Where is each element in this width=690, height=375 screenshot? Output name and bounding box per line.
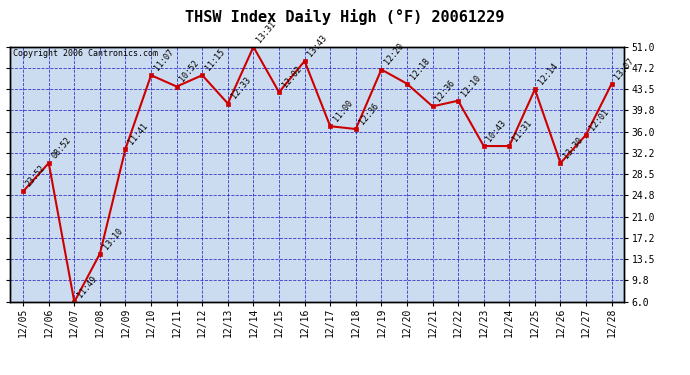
Text: 11:31: 11:31	[511, 118, 533, 143]
Text: 12:18: 12:18	[408, 56, 431, 81]
Text: 12:02: 12:02	[280, 64, 304, 89]
Text: 12:20: 12:20	[383, 42, 406, 67]
Text: 12:36: 12:36	[357, 101, 380, 126]
Text: 11:00: 11:00	[332, 99, 355, 123]
Text: 12:01: 12:01	[587, 107, 611, 132]
Text: 11:49: 11:49	[76, 274, 99, 299]
Text: 13:07: 13:07	[613, 56, 636, 81]
Text: 23:52: 23:52	[25, 164, 48, 189]
Text: THSW Index Daily High (°F) 20061229: THSW Index Daily High (°F) 20061229	[186, 9, 504, 26]
Text: 11:41: 11:41	[127, 121, 150, 146]
Text: 12:10: 12:10	[460, 73, 482, 98]
Text: 11:15: 11:15	[204, 48, 226, 72]
Text: 12:36: 12:36	[434, 79, 457, 104]
Text: 08:52: 08:52	[50, 135, 73, 160]
Text: 13:30: 13:30	[562, 135, 585, 160]
Text: 12:33: 12:33	[229, 76, 253, 101]
Text: 10:52: 10:52	[178, 59, 201, 84]
Text: 13:43: 13:43	[306, 33, 329, 58]
Text: Copyright 2006 Cantronics.com: Copyright 2006 Cantronics.com	[13, 50, 159, 58]
Text: 11:07: 11:07	[152, 48, 175, 72]
Text: 13:10: 13:10	[101, 226, 124, 251]
Text: 13:31: 13:31	[255, 19, 278, 44]
Text: 10:43: 10:43	[485, 118, 508, 143]
Text: 12:14: 12:14	[536, 62, 560, 87]
